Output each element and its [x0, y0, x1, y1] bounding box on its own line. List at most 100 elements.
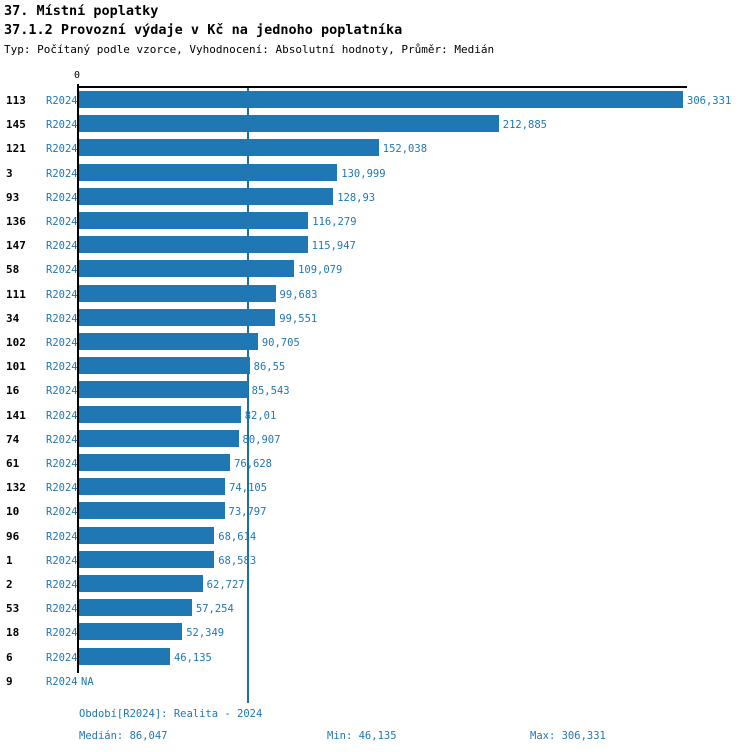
row-category-label: 113 — [6, 94, 26, 107]
bar-value-label: 68,614 — [218, 530, 257, 543]
bar[interactable] — [79, 91, 683, 108]
chart-footer: Období[R2024]: Realita - 2024 Medián: 86… — [0, 706, 750, 752]
table-row[interactable]: 6 R2024 46,135 — [0, 646, 750, 670]
bar[interactable] — [79, 550, 215, 568]
chart-subtitle: Typ: Počítaný podle vzorce, Vyhodnocení:… — [4, 43, 495, 56]
row-period-label: R2024 — [46, 337, 78, 349]
row-category-label: 147 — [6, 239, 26, 253]
table-row[interactable]: 16 R2024 85,543 — [0, 379, 750, 403]
table-row[interactable]: 3 R2024 130,999 — [0, 162, 750, 186]
bar[interactable] — [79, 163, 338, 181]
bar[interactable] — [79, 526, 215, 544]
bar-value-label: 306,331 — [687, 95, 732, 107]
bar-chart-plot-area: 0 113 R2024 306,331 145 R2024 212,885 121 R2024… — [0, 70, 750, 703]
bar-value-label: 99,683 — [279, 288, 318, 301]
row-period-label: R2024 — [46, 191, 78, 204]
row-period-label: R2024 — [46, 167, 78, 180]
table-row[interactable]: 1 R2024 68,583 — [0, 549, 750, 573]
bar-value-label: 46,135 — [173, 651, 212, 664]
row-category-label: 121 — [6, 142, 26, 156]
row-period-label: R2024 — [46, 554, 78, 567]
row-category-label: 58 — [6, 263, 20, 277]
median-reference-line — [247, 88, 249, 703]
bar[interactable] — [79, 333, 258, 350]
bar-value-label: 57,254 — [195, 603, 234, 616]
bar-na-label: NA — [81, 675, 94, 688]
row-category-label: 74 — [6, 432, 20, 446]
bar[interactable] — [79, 308, 276, 326]
min-stat: Min: 46,135 — [327, 730, 397, 742]
row-period-label: R2024 — [46, 409, 78, 422]
table-row[interactable]: 10 R2024 73,797 — [0, 500, 750, 524]
table-row[interactable]: 113 R2024 306,331 — [0, 89, 750, 113]
row-period-label: R2024 — [46, 458, 78, 470]
max-stat: Max: 306,331 — [530, 730, 606, 742]
table-row[interactable]: 136 R2024 116,279 — [0, 210, 750, 234]
table-row[interactable]: 18 R2024 52,349 — [0, 621, 750, 645]
row-category-label: 6 — [6, 650, 13, 664]
row-period-label: R2024 — [46, 216, 78, 228]
bar-value-label: 74,105 — [229, 482, 268, 495]
table-row[interactable]: 132 R2024 74,105 — [0, 476, 750, 500]
table-row[interactable]: 53 R2024 57,254 — [0, 597, 750, 621]
table-row[interactable]: 111 R2024 99,683 — [0, 283, 750, 307]
table-row[interactable]: 121 R2024 152,038 — [0, 137, 750, 161]
bar[interactable] — [79, 647, 170, 665]
table-row[interactable]: 93 R2024 128,93 — [0, 186, 750, 210]
table-row[interactable]: 61 R2024 76,628 — [0, 452, 750, 476]
bar[interactable] — [79, 381, 248, 399]
row-period-label: R2024 — [46, 288, 78, 301]
row-category-label: 10 — [6, 505, 20, 519]
row-category-label: 145 — [6, 118, 26, 132]
table-row[interactable]: 34 R2024 99,551 — [0, 307, 750, 331]
bar-value-label: 90,705 — [261, 337, 300, 349]
period-note: Období[R2024]: Realita - 2024 — [79, 708, 263, 720]
bar[interactable] — [79, 139, 379, 157]
table-row[interactable]: 141 R2024 82,01 — [0, 404, 750, 428]
row-period-label: R2024 — [46, 603, 78, 616]
bar[interactable] — [79, 187, 334, 205]
table-row[interactable]: 102 R2024 90,705 — [0, 331, 750, 355]
bar[interactable] — [79, 575, 203, 592]
table-row[interactable]: 96 R2024 68,614 — [0, 525, 750, 549]
row-category-label: 18 — [6, 626, 20, 640]
bar[interactable] — [79, 236, 308, 254]
bar-value-label: 76,628 — [234, 458, 273, 470]
table-row[interactable]: 147 R2024 115,947 — [0, 234, 750, 258]
row-period-label: R2024 — [46, 143, 78, 156]
bar[interactable] — [79, 478, 226, 496]
row-category-label: 61 — [6, 457, 20, 470]
bar-value-label: 85,543 — [251, 385, 290, 398]
row-period-label: R2024 — [46, 675, 78, 688]
bar-value-label: 52,349 — [186, 627, 225, 640]
row-period-label: R2024 — [46, 95, 78, 107]
bar[interactable] — [79, 454, 231, 471]
bar[interactable] — [79, 212, 309, 229]
bar[interactable] — [79, 405, 241, 423]
table-row[interactable]: 101 R2024 86,55 — [0, 355, 750, 379]
bar[interactable] — [79, 599, 192, 617]
row-category-label: 34 — [6, 311, 20, 325]
bar[interactable] — [79, 357, 250, 375]
row-period-label: R2024 — [46, 433, 78, 446]
row-period-label: R2024 — [46, 119, 78, 132]
bar[interactable] — [79, 623, 183, 641]
bar[interactable] — [79, 260, 295, 278]
row-period-label: R2024 — [46, 482, 78, 495]
row-category-label: 141 — [6, 408, 26, 422]
row-period-label: R2024 — [46, 651, 78, 664]
bar-value-label: 73,797 — [228, 506, 267, 519]
bar-value-label: 130,999 — [341, 167, 386, 180]
bar[interactable] — [79, 502, 225, 520]
table-row[interactable]: 9 R2024 NA — [0, 670, 750, 694]
table-row[interactable]: 74 R2024 80,907 — [0, 428, 750, 452]
bar[interactable] — [79, 284, 276, 302]
bar[interactable] — [79, 429, 239, 447]
table-row[interactable]: 58 R2024 109,079 — [0, 258, 750, 282]
bar-value-label: 115,947 — [311, 240, 356, 253]
bar-value-label: 152,038 — [382, 143, 428, 156]
bar[interactable] — [79, 115, 499, 133]
table-row[interactable]: 145 R2024 212,885 — [0, 113, 750, 137]
bar-value-label: 212,885 — [502, 119, 548, 132]
table-row[interactable]: 2 R2024 62,727 — [0, 573, 750, 597]
